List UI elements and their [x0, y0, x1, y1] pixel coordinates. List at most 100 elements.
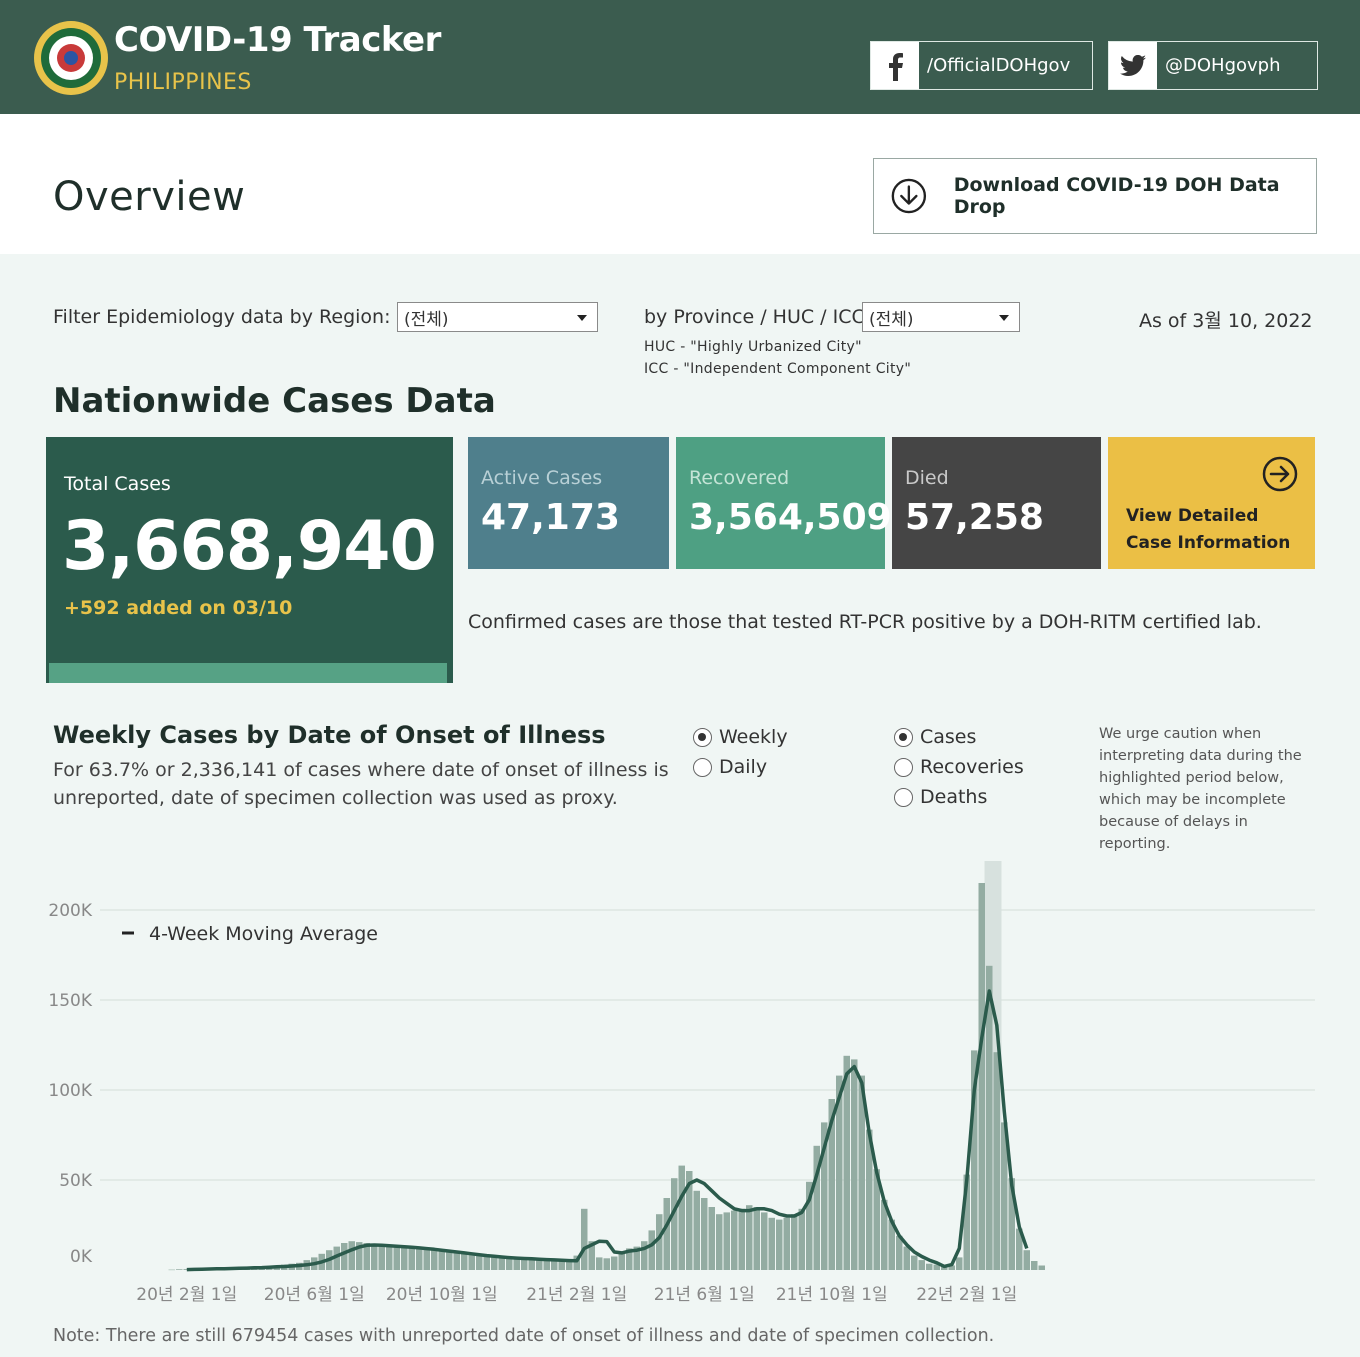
radio-recoveries-label: Recoveries — [920, 756, 1024, 778]
active-cases-value: 47,173 — [481, 497, 620, 538]
bar — [566, 1260, 573, 1270]
y-tick-label: 150K — [48, 991, 92, 1011]
bar — [491, 1257, 498, 1270]
bar — [176, 1269, 183, 1270]
x-tick-label: 21년 6월 1일 — [654, 1285, 755, 1305]
bar — [911, 1255, 918, 1270]
bar — [783, 1217, 790, 1270]
app-subtitle: PHILIPPINES — [114, 70, 252, 95]
total-card-strip — [49, 663, 447, 683]
twitter-link[interactable]: @DOHgovph — [1108, 41, 1318, 90]
y-tick-label: 200K — [48, 901, 92, 921]
bar — [573, 1255, 580, 1270]
recovered-card: Recovered 3,564,509 — [676, 437, 892, 569]
province-select-value: (전체) — [869, 310, 914, 330]
bar — [611, 1256, 618, 1270]
bar — [648, 1230, 655, 1270]
bar — [918, 1260, 925, 1270]
moving-average-line — [186, 989, 1029, 1272]
radio-daily-label: Daily — [719, 756, 768, 778]
overview-band: Overview Download COVID-19 DOH Data Drop — [0, 114, 1360, 254]
bar — [836, 1075, 843, 1270]
header-bar: COVID-19 Tracker PHILIPPINES /OfficialDO… — [0, 0, 1360, 114]
confirmed-cases-note: Confirmed cases are those that tested RT… — [468, 611, 1262, 633]
bar — [933, 1264, 940, 1270]
view-detailed-case-button[interactable]: View Detailed Case Information — [1108, 437, 1315, 569]
bar — [543, 1260, 550, 1270]
bar — [371, 1243, 378, 1270]
bar — [416, 1248, 423, 1270]
x-tick-label: 20년 2월 1일 — [136, 1285, 237, 1305]
bar — [528, 1259, 535, 1270]
bar — [521, 1258, 528, 1270]
bar — [776, 1219, 783, 1270]
page-title: Overview — [53, 174, 246, 220]
bar — [716, 1214, 723, 1270]
bar — [873, 1169, 880, 1270]
bar — [663, 1198, 670, 1270]
radio-weekly[interactable]: Weekly — [693, 726, 788, 748]
bar — [401, 1246, 408, 1270]
bar — [1038, 1265, 1045, 1270]
bar — [453, 1252, 460, 1270]
bar — [1023, 1250, 1030, 1270]
x-tick-label: 21년 10월 1일 — [776, 1285, 888, 1305]
bar — [888, 1219, 895, 1270]
radio-deaths-label: Deaths — [920, 786, 988, 808]
bar — [708, 1207, 715, 1270]
radio-deaths[interactable]: Deaths — [894, 786, 987, 808]
bar — [431, 1250, 438, 1270]
bar — [506, 1257, 513, 1270]
bar — [626, 1248, 633, 1270]
radio-daily[interactable]: Daily — [693, 756, 767, 778]
bar — [536, 1259, 543, 1270]
bar — [333, 1246, 340, 1270]
bar — [581, 1208, 588, 1270]
recovered-label: Recovered — [689, 467, 790, 489]
x-axis-labels: 20년 2월 1일 20년 6월 1일 20년 10월 1일 21년 2월 1일 21년… — [136, 1285, 1017, 1305]
bar — [821, 1122, 828, 1270]
bar — [723, 1212, 730, 1270]
radio-unselected-icon — [894, 757, 913, 777]
bar — [956, 1257, 963, 1270]
x-tick-label: 22년 2월 1일 — [916, 1285, 1017, 1305]
bar — [633, 1246, 640, 1270]
bar — [813, 1145, 820, 1270]
radio-cases-label: Cases — [920, 726, 977, 748]
radio-recoveries[interactable]: Recoveries — [894, 756, 1024, 778]
bar — [971, 1050, 978, 1270]
radio-selected-icon — [894, 727, 913, 747]
bar — [828, 1099, 835, 1270]
region-filter-label: Filter Epidemiology data by Region: — [53, 306, 391, 328]
bar — [1031, 1261, 1038, 1270]
bar — [791, 1214, 798, 1270]
bar — [408, 1247, 415, 1270]
doh-seal-icon — [34, 21, 108, 95]
bar — [461, 1253, 468, 1270]
bar — [978, 883, 985, 1270]
region-select[interactable]: (전체) — [397, 302, 598, 332]
nationwide-title: Nationwide Cases Data — [53, 381, 496, 421]
bar — [963, 1174, 970, 1270]
as-of-date: As of 3월 10, 2022 — [1139, 310, 1313, 332]
bar — [753, 1207, 760, 1270]
bar — [341, 1243, 348, 1270]
download-data-drop-button[interactable]: Download COVID-19 DOH Data Drop — [873, 158, 1317, 234]
active-cases-label: Active Cases — [481, 467, 603, 489]
gridlines — [100, 909, 1315, 1181]
bar — [1008, 1178, 1015, 1270]
total-cases-value: 3,668,940 — [62, 507, 437, 586]
bar — [551, 1260, 558, 1270]
province-select[interactable]: (전체) — [862, 302, 1020, 332]
bar — [806, 1181, 813, 1270]
bar — [671, 1178, 678, 1270]
bar — [378, 1244, 385, 1270]
bar — [858, 1075, 865, 1270]
radio-weekly-label: Weekly — [719, 726, 788, 748]
bar — [438, 1251, 445, 1270]
province-filter-label: by Province / HUC / ICC: — [644, 306, 872, 328]
arrow-right-circle-icon — [1262, 456, 1298, 492]
x-tick-label: 20년 6월 1일 — [264, 1285, 365, 1305]
facebook-link[interactable]: /OfficialDOHgov — [870, 41, 1093, 90]
radio-cases[interactable]: Cases — [894, 726, 976, 748]
